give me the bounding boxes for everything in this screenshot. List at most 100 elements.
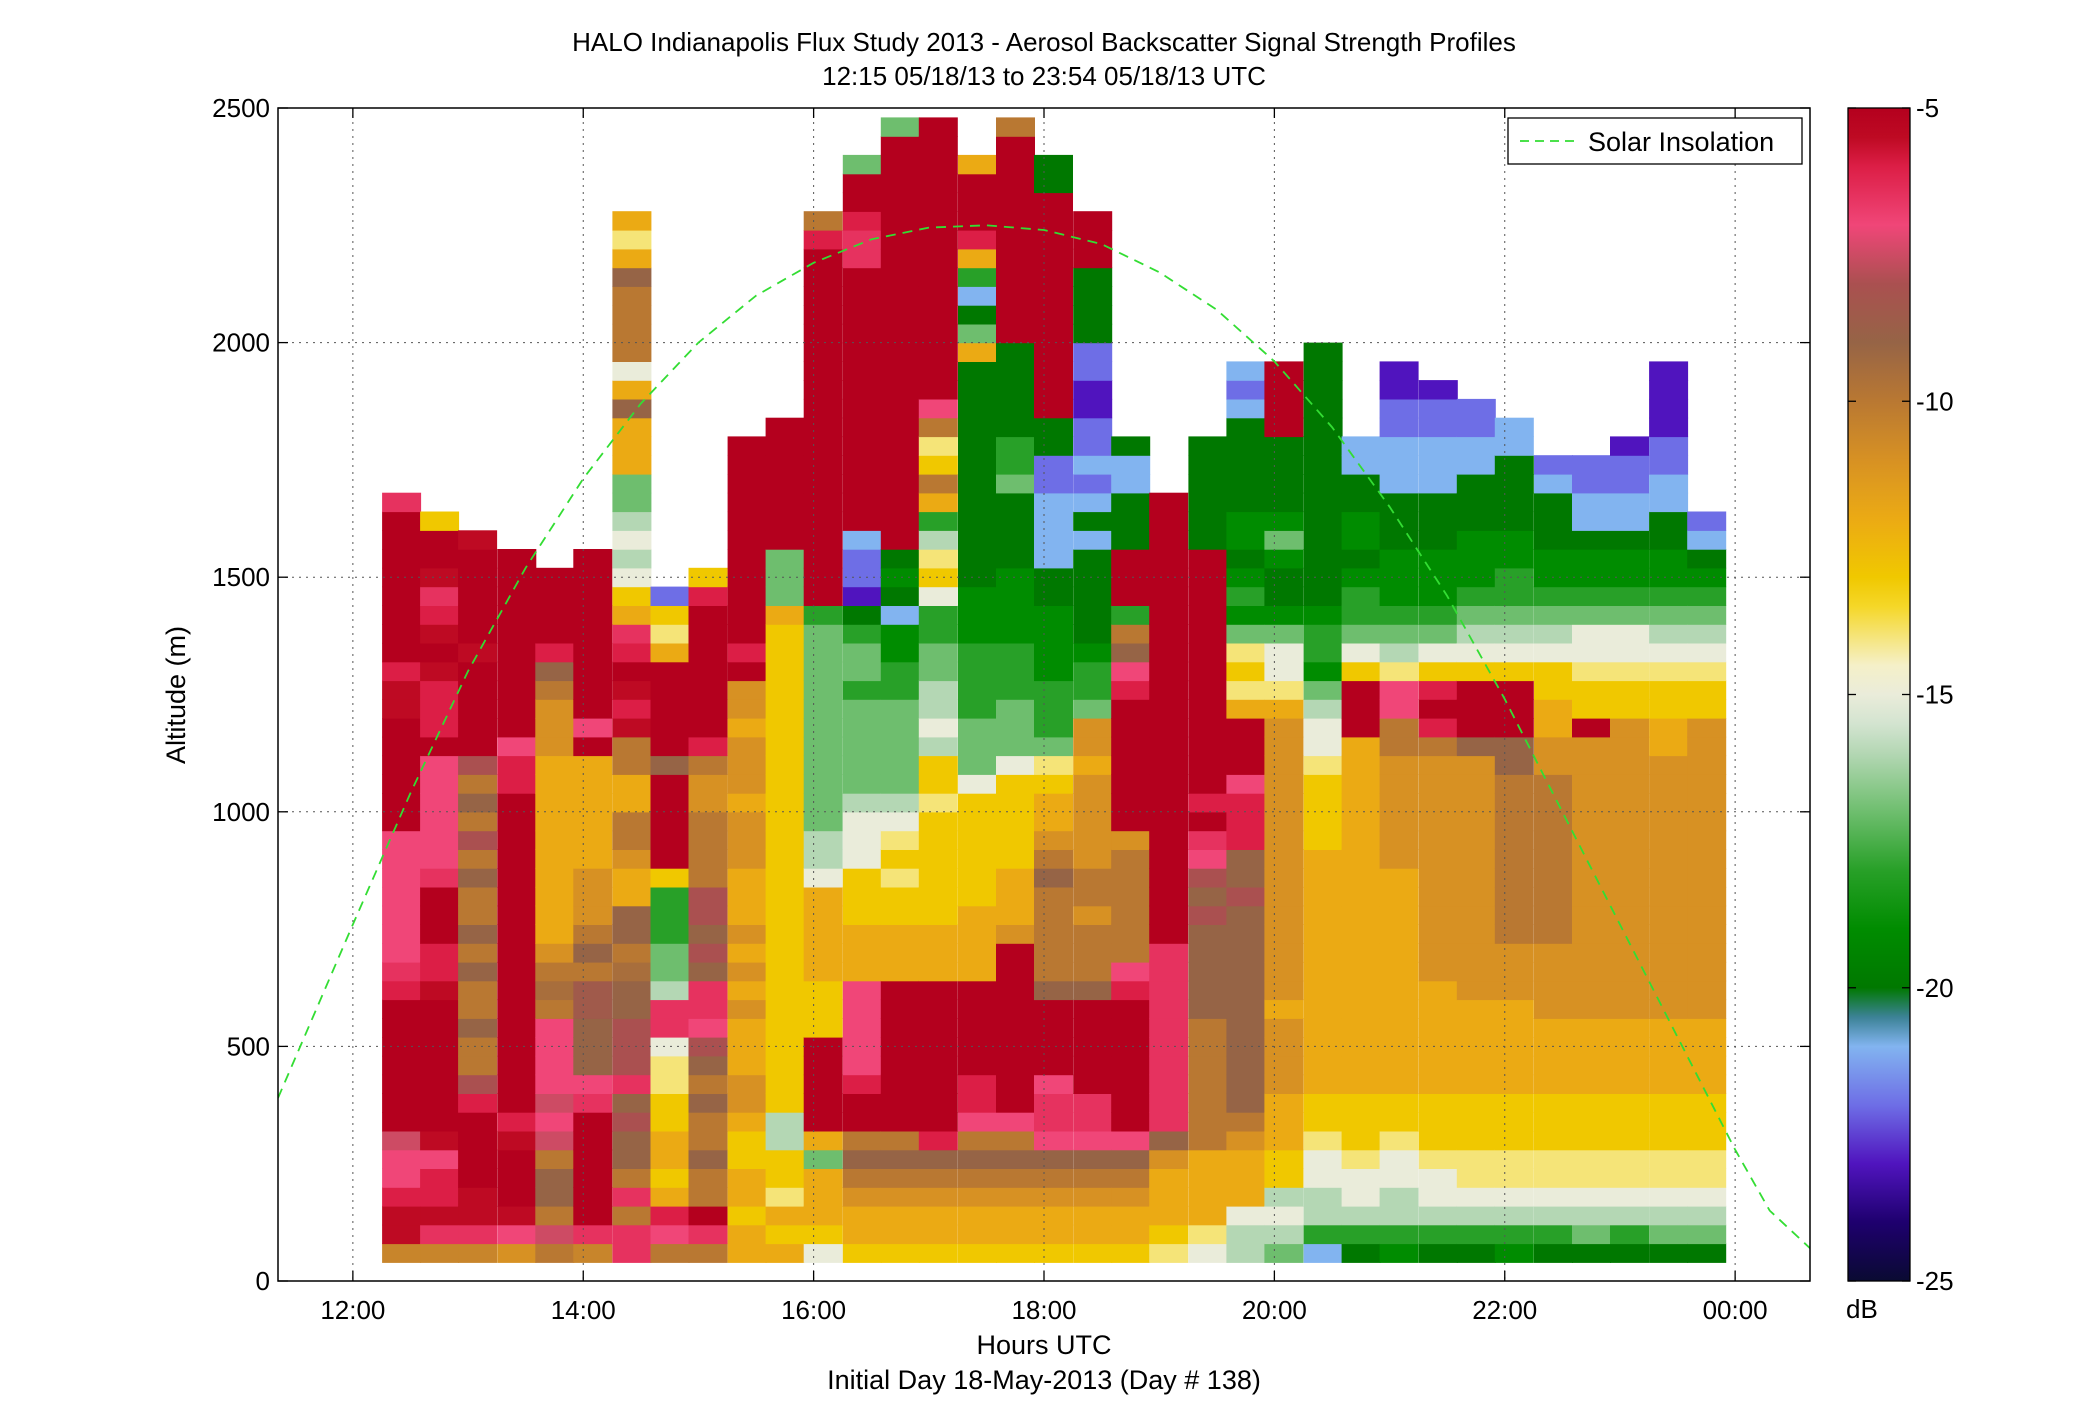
heatmap-cell	[842, 417, 882, 438]
heatmap-cell	[1149, 830, 1189, 850]
heatmap-cell	[918, 849, 958, 869]
heatmap-cell	[688, 567, 728, 588]
heatmap-cell	[1034, 624, 1073, 644]
heatmap-cell	[382, 1018, 422, 1038]
heatmap-cell	[803, 1205, 843, 1226]
heatmap-cell	[1303, 605, 1343, 625]
heatmap-cell	[958, 1168, 997, 1188]
heatmap-cell	[1456, 718, 1496, 738]
heatmap-cell	[688, 793, 728, 813]
heatmap-cell	[1303, 680, 1343, 700]
heatmap-cell	[1226, 624, 1266, 644]
heatmap-cell	[958, 492, 997, 513]
heatmap-cell	[650, 849, 690, 869]
heatmap-cell	[880, 680, 920, 700]
heatmap-cell	[880, 793, 920, 813]
heatmap-cell	[1649, 699, 1689, 719]
heatmap-cell	[1034, 924, 1073, 944]
heatmap-cell	[1687, 1243, 1727, 1263]
heatmap-cell	[1572, 642, 1611, 663]
heatmap-cell	[535, 1130, 575, 1151]
heatmap-cell	[1687, 624, 1727, 644]
heatmap-cell	[1073, 943, 1113, 963]
heatmap-cell	[497, 1205, 537, 1226]
heatmap-cell	[958, 211, 997, 231]
heatmap-cell	[1649, 1149, 1689, 1169]
heatmap-cell	[727, 774, 767, 794]
heatmap-cell	[612, 1168, 652, 1188]
heatmap-cell	[1226, 586, 1266, 606]
heatmap-cell	[727, 718, 767, 738]
heatmap-cell	[880, 961, 920, 982]
heatmap-cell	[1494, 492, 1534, 513]
heatmap-cell	[535, 1224, 575, 1245]
heatmap-cell	[497, 1187, 537, 1207]
heatmap-cell	[1687, 605, 1727, 625]
chart-title: HALO Indianapolis Flux Study 2013 - Aero…	[572, 27, 1516, 57]
heatmap-cell	[803, 811, 843, 832]
heatmap-cell	[727, 624, 767, 644]
heatmap-cell	[1111, 492, 1151, 513]
heatmap-cell	[1456, 699, 1496, 719]
heatmap-cell	[1188, 1055, 1228, 1076]
heatmap-cell	[1341, 999, 1381, 1019]
heatmap-cell	[1379, 1149, 1419, 1169]
heatmap-cell	[1149, 849, 1189, 869]
heatmap-cell	[1188, 1018, 1228, 1038]
heatmap-cell	[612, 774, 652, 794]
heatmap-cell	[1264, 1130, 1304, 1151]
heatmap-cell	[612, 474, 652, 494]
heatmap-cell	[612, 924, 652, 944]
x-tick-label: 20:00	[1242, 1295, 1307, 1325]
heatmap-cell	[1379, 680, 1419, 700]
heatmap-cell	[1226, 361, 1266, 381]
heatmap-cell	[1687, 1112, 1727, 1132]
heatmap-cell	[918, 1224, 958, 1245]
heatmap-cell	[573, 736, 613, 757]
heatmap-cell	[497, 999, 537, 1019]
heatmap-cell	[1572, 1130, 1611, 1151]
heatmap-cell	[420, 624, 460, 644]
heatmap-cell	[420, 830, 460, 850]
heatmap-cell	[650, 642, 690, 663]
heatmap-cell	[765, 886, 805, 907]
heatmap-cell	[1073, 1243, 1113, 1263]
heatmap-cell	[1687, 811, 1727, 832]
heatmap-cell	[1379, 811, 1419, 832]
heatmap-cell	[1456, 436, 1496, 456]
heatmap-cell	[765, 1074, 805, 1094]
heatmap-cell	[996, 211, 1035, 231]
heatmap-cell	[1418, 642, 1458, 663]
heatmap-cell	[996, 173, 1035, 194]
heatmap-cell	[650, 924, 690, 944]
heatmap-cell	[1610, 886, 1649, 907]
heatmap-cell	[1264, 886, 1304, 907]
heatmap-cell	[996, 1055, 1035, 1076]
heatmap-cell	[1610, 1187, 1649, 1207]
heatmap-cell	[458, 961, 498, 982]
heatmap-cell	[1226, 642, 1266, 663]
heatmap-cell	[1572, 511, 1611, 531]
heatmap-cell	[1610, 736, 1649, 757]
heatmap-cell	[458, 1037, 498, 1057]
heatmap-cell	[1649, 718, 1689, 738]
heatmap-cell	[1226, 1243, 1266, 1263]
heatmap-cell	[842, 1074, 882, 1094]
heatmap-cell	[573, 1224, 613, 1245]
heatmap-cell	[1494, 905, 1534, 925]
heatmap-cell	[1034, 755, 1073, 775]
heatmap-cell	[1188, 830, 1228, 850]
heatmap-cell	[842, 248, 882, 269]
heatmap-cell	[1341, 1037, 1381, 1057]
heatmap-cell	[1610, 1243, 1649, 1263]
heatmap-cell	[1341, 511, 1381, 531]
heatmap-cell	[535, 793, 575, 813]
heatmap-cell	[382, 830, 422, 850]
heatmap-cell	[918, 192, 958, 212]
heatmap-cell	[727, 736, 767, 757]
heatmap-cell	[535, 605, 575, 625]
heatmap-cell	[1073, 905, 1113, 925]
heatmap-cell	[1687, 961, 1727, 982]
heatmap-cell	[1534, 1055, 1573, 1076]
